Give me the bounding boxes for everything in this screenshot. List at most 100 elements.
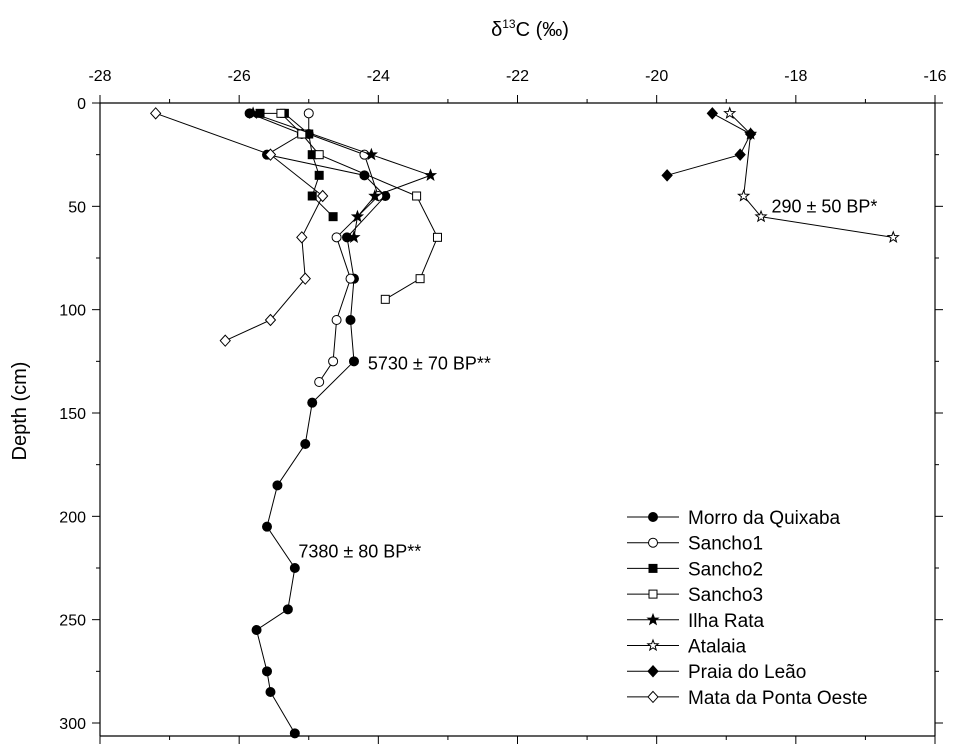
legend-marker (647, 664, 659, 678)
data-point (265, 687, 276, 697)
legend-marker (646, 612, 660, 626)
legend-label: Sancho2 (688, 559, 763, 580)
y-tick-label: 0 (77, 96, 86, 113)
series-5 (723, 106, 900, 243)
data-point (307, 397, 318, 408)
x-axis-title-superscript: 13 (502, 17, 516, 31)
data-point (272, 480, 283, 491)
legend-label: Sancho3 (688, 585, 763, 606)
series-4 (246, 106, 438, 243)
legend-marker (648, 563, 658, 573)
data-point (251, 625, 262, 635)
series-0 (244, 108, 391, 739)
x-axis-title: δ13C (‰) (491, 17, 569, 41)
data-point (350, 209, 365, 223)
data-point (314, 170, 324, 180)
data-point (347, 230, 361, 243)
x-tick-label: -26 (228, 68, 251, 85)
legend-marker (647, 690, 659, 704)
legend-marker (648, 589, 658, 599)
data-point (149, 107, 162, 120)
legend-marker (648, 512, 658, 522)
legend-entry: Ilha Rata (627, 611, 764, 632)
series-line (252, 112, 432, 238)
legend-label: Morro da Quixaba (688, 508, 841, 529)
legend-entry: Mata da Ponta Oeste (627, 688, 868, 709)
data-point (299, 272, 311, 285)
annotation-label: 290 ± 50 BP* (771, 196, 877, 216)
series-line (155, 112, 324, 342)
data-point (296, 231, 308, 244)
data-point (264, 148, 277, 161)
y-tick-label: 300 (59, 716, 86, 733)
data-point (289, 563, 300, 573)
data-point (328, 356, 339, 367)
data-point (432, 232, 442, 242)
data-point (754, 209, 768, 223)
series-2 (255, 108, 338, 222)
data-point (246, 106, 260, 119)
legend-label: Praia do Leão (688, 662, 806, 683)
legend-label: Atalaia (688, 637, 747, 658)
data-point (328, 212, 338, 222)
data-point (219, 334, 231, 347)
legend-entry: Sancho3 (627, 585, 763, 606)
data-point (348, 356, 359, 367)
data-point (423, 168, 438, 181)
series-3 (276, 108, 442, 304)
x-tick-label: -18 (784, 68, 807, 85)
series-6 (661, 107, 757, 182)
y-tick-label: 200 (59, 509, 86, 526)
x-tick-label: -20 (645, 68, 668, 85)
legend: Morro da Quixaba Sancho1 Sancho2 Sancho3 Ilh… (627, 508, 868, 709)
data-point (345, 315, 356, 325)
data-point (262, 521, 272, 532)
x-tick-label: -24 (367, 68, 390, 85)
y-tick-label: 100 (59, 303, 86, 320)
data-point (262, 666, 272, 677)
legend-entry: Sancho1 (627, 534, 763, 555)
data-point (886, 230, 900, 243)
data-point (412, 191, 422, 201)
annotations: 290 ± 50 BP* 5730 ± 70 BP** 7380 ± 80 BP** (298, 196, 877, 561)
data-point (264, 313, 277, 327)
data-point (380, 294, 390, 304)
data-point (737, 189, 751, 202)
annotation-label: 7380 ± 80 BP** (298, 541, 421, 561)
legend-marker (648, 537, 658, 548)
data-point (314, 150, 324, 160)
y-axis-title: Depth (cm) (9, 362, 31, 461)
data-point (415, 274, 425, 284)
x-axis-title-prefix: δ (491, 19, 502, 41)
annotation-label: 5730 ± 70 BP** (368, 353, 491, 373)
data-point (331, 232, 342, 243)
legend-label: Ilha Rata (688, 611, 764, 632)
data-point (364, 147, 378, 161)
series-7 (149, 107, 329, 347)
data-point (744, 127, 757, 141)
axes: -28 -26 -24 -22 -20 -18 -16 0 50 100 150 200 250 300 (59, 68, 947, 744)
y-tick-label: 50 (68, 199, 86, 216)
y-tick-label: 150 (59, 406, 86, 423)
legend-label: Mata da Ponta Oeste (688, 688, 868, 709)
x-tick-label: -22 (506, 68, 529, 85)
series-line (666, 112, 752, 176)
legend-entry: Atalaia (627, 637, 747, 658)
legend-entry: Sancho2 (627, 559, 763, 580)
legend-entry: Morro da Quixaba (627, 508, 841, 529)
data-point (282, 604, 293, 615)
legend-label: Sancho1 (688, 534, 763, 555)
x-axis-title-suffix: C (‰) (516, 19, 569, 41)
data-point (300, 439, 311, 449)
data-point (331, 315, 342, 325)
data-point (314, 377, 325, 387)
data-point (276, 108, 286, 118)
data-point (734, 148, 746, 161)
y-tick-label: 250 (59, 613, 86, 630)
data-point (723, 106, 737, 119)
x-tick-label: -16 (923, 68, 946, 85)
data-point (368, 189, 382, 202)
data-point (345, 273, 356, 284)
x-tick-label: -28 (88, 68, 111, 85)
